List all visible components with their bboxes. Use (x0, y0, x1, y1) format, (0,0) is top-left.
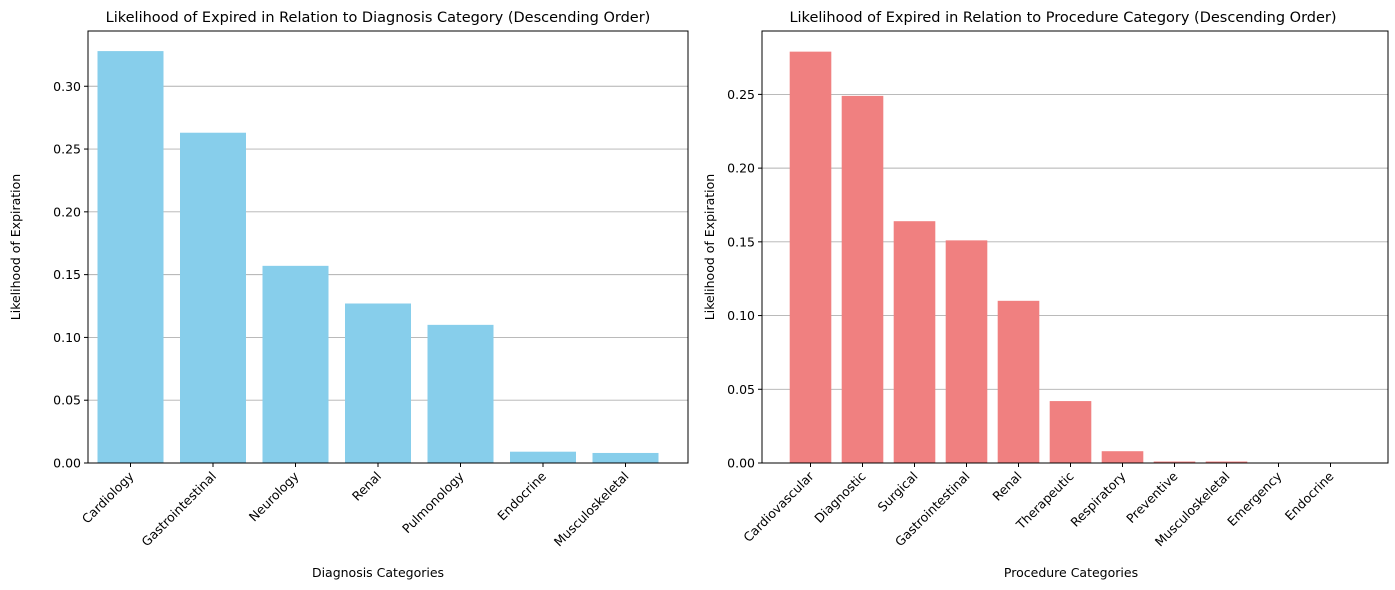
procedure-x-tick-label: Diagnostic (811, 468, 868, 525)
procedure-bar (1049, 401, 1092, 463)
diagnosis-bar (97, 51, 164, 464)
diagnosis-x-tick-label: Pulmonology (399, 468, 467, 536)
procedure-y-tick-label: 0.20 (727, 161, 755, 176)
procedure-bar (1153, 461, 1196, 463)
procedure-y-tick-label: 0.05 (727, 382, 755, 397)
diagnosis-y-tick-label: 0.20 (53, 204, 81, 219)
diagnosis-y-tick-label: 0.00 (53, 456, 81, 471)
procedure-y-tick-label: 0.25 (727, 87, 755, 102)
procedure-bar (1205, 461, 1248, 463)
diagnosis-x-tick-label: Neurology (246, 468, 302, 524)
diagnosis-chart-title: Likelihood of Expired in Relation to Dia… (106, 10, 651, 26)
diagnosis-bar (510, 451, 576, 463)
procedure-x-axis-label: Procedure Categories (1004, 565, 1138, 580)
procedure-x-tick-label: Respiratory (1067, 468, 1129, 530)
procedure-plot-frame (761, 30, 1389, 464)
diagnosis-chart: 0.00 0.05 0.10 0.15 0.20 0.25 0.30 Cardiology Ga… (8, 10, 689, 580)
procedure-bar (841, 95, 884, 463)
procedure-y-tick-label: 0.15 (727, 234, 755, 249)
procedure-x-tick-label: Emergency (1224, 468, 1285, 529)
procedure-bar (893, 221, 936, 463)
diagnosis-x-tick-label: Musculoskeletal (551, 469, 632, 550)
procedure-chart-title: Likelihood of Expired in Relation to Pro… (789, 10, 1336, 26)
procedure-x-tick-label: Endocrine (1282, 468, 1337, 523)
diagnosis-bar (592, 452, 659, 463)
diagnosis-bar (262, 265, 329, 463)
procedure-y-axis-label: Likelihood of Expiration (702, 174, 717, 320)
procedure-x-tick-label: Renal (989, 469, 1024, 504)
diagnosis-x-tick-label: Endocrine (494, 468, 549, 523)
procedure-chart: 0.00 0.05 0.10 0.15 0.20 0.25 CardiovascularDi… (702, 10, 1389, 580)
diagnosis-y-tick-label: 0.05 (53, 393, 81, 408)
procedure-bar (1101, 451, 1144, 463)
diagnosis-x-tick-label: Renal (349, 469, 384, 504)
procedure-bar (789, 51, 832, 464)
diagnosis-bar (427, 324, 494, 463)
diagnosis-bar (180, 132, 246, 463)
procedure-y-tick-label: 0.10 (727, 308, 755, 323)
diagnosis-x-tick-label: Cardiology (79, 468, 137, 526)
procedure-x-tick-label: Surgical (875, 469, 921, 515)
diagnosis-y-tick-label: 0.15 (53, 267, 81, 282)
diagnosis-bar (345, 303, 411, 463)
diagnosis-plot-frame (87, 30, 689, 464)
procedure-bar (997, 300, 1040, 463)
diagnosis-y-axis-label: Likelihood of Expiration (8, 174, 23, 320)
diagnosis-y-tick-label: 0.30 (53, 79, 81, 94)
diagnosis-y-tick-label: 0.10 (53, 330, 81, 345)
procedure-bar (945, 240, 988, 463)
diagnosis-x-axis-label: Diagnosis Categories (312, 565, 444, 580)
diagnosis-y-tick-label: 0.25 (53, 142, 81, 157)
procedure-x-tick-label: Cardiovascular (740, 468, 817, 545)
diagnosis-x-tick-label: Gastrointestinal (138, 469, 219, 550)
procedure-y-tick-label: 0.00 (727, 456, 755, 471)
